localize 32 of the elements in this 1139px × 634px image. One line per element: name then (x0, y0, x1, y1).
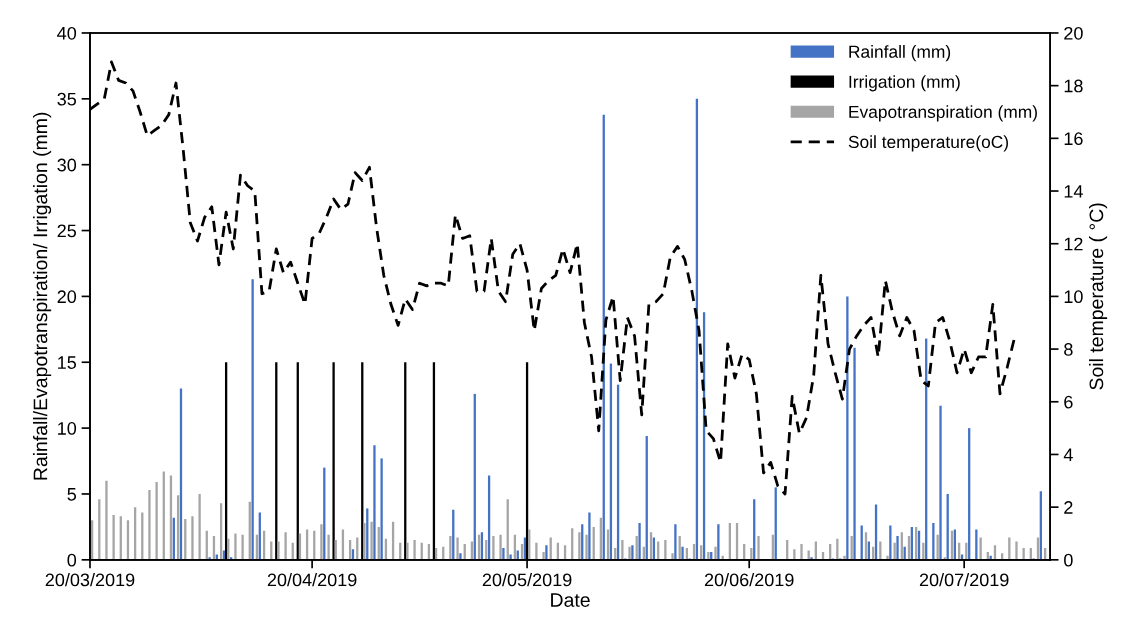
y-axis-title: Rainfall/Evapotranspiration/ Irrigation (mm) (33, 112, 52, 480)
y2-tick-label: 14 (1064, 185, 1083, 198)
y-tick-label: 10 (58, 422, 77, 435)
y2-tick-label: 8 (1064, 343, 1073, 356)
y2-tick-label: 16 (1064, 132, 1083, 146)
legend-label: Evapotranspiration (mm) (849, 105, 1037, 122)
legend-label: Soil temperature(oC) (848, 135, 1008, 152)
y2-tick-label: 10 (1064, 290, 1083, 304)
x-tick-label: 20/07/2019 (919, 573, 1009, 587)
y-tick-label: 5 (67, 488, 77, 501)
x-tick-label: 20/03/2019 (45, 573, 135, 587)
y-tick-label: 15 (58, 356, 77, 369)
y2-axis-title: Soil temperature ( °C) (1088, 203, 1108, 390)
x-tick-label: 20/04/2019 (267, 573, 357, 587)
y-tick-label: 25 (57, 224, 77, 238)
y-tick-label: 0 (67, 553, 77, 567)
legend-label: Rainfall (mm) (849, 45, 951, 62)
y2-tick-label: 20 (1064, 26, 1083, 40)
y2-tick-label: 4 (1063, 448, 1073, 461)
y-tick-label: 30 (57, 158, 77, 172)
x-tick-label: 20/06/2019 (704, 573, 794, 587)
y2-tick-label: 12 (1064, 237, 1083, 251)
y-tick-label: 20 (57, 290, 77, 304)
legend-label: Irrigation (mm) (849, 75, 960, 92)
y2-tick-label: 0 (1064, 553, 1073, 567)
y-tick-label: 35 (57, 92, 77, 106)
y2-tick-label: 6 (1064, 395, 1073, 409)
y2-tick-label: 2 (1064, 501, 1073, 514)
y-tick-label: 40 (57, 26, 77, 40)
y2-tick-label: 18 (1064, 79, 1083, 93)
x-tick-label: 20/05/2019 (482, 573, 572, 587)
x-axis-title: Date (551, 593, 590, 607)
